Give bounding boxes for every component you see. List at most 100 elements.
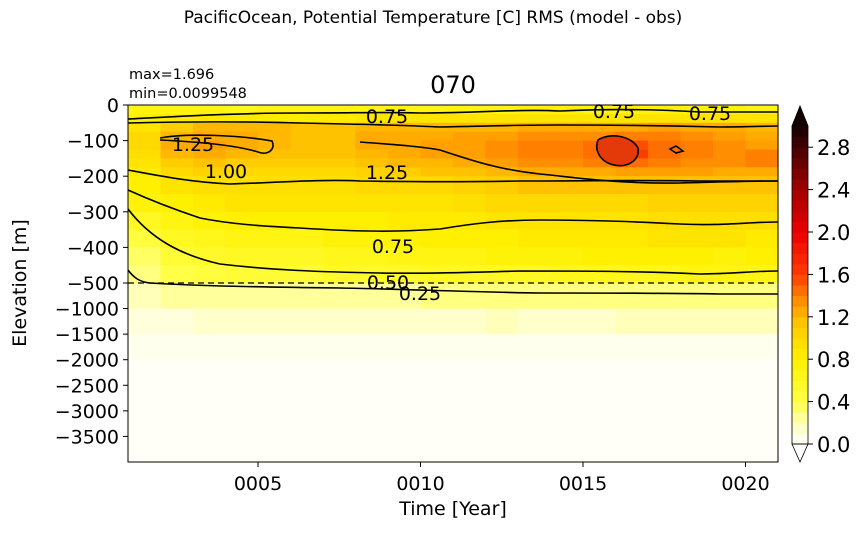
heatmap-cell (225, 359, 259, 463)
heatmap-cell (258, 158, 292, 168)
heatmap-cell (680, 247, 714, 266)
heatmap-cell (550, 334, 584, 361)
heatmap-cell (128, 158, 162, 168)
heatmap-cell (128, 283, 162, 310)
heatmap-cell (388, 149, 422, 159)
heatmap-cell (648, 359, 682, 463)
colorbar-segment (792, 242, 808, 254)
heatmap-cell (680, 140, 714, 151)
heatmap-cell (583, 131, 617, 142)
heatmap-cell (550, 122, 584, 133)
heatmap-cell (420, 359, 454, 463)
colorbar-segment (792, 232, 808, 244)
heatmap-cell (193, 149, 227, 159)
heatmap-cell (485, 131, 519, 142)
colorbar-segment (792, 200, 808, 212)
heatmap-cell (583, 158, 617, 168)
heatmap-cell (518, 194, 552, 213)
y-tick-label: −100 (67, 131, 119, 153)
heatmap-cell (323, 113, 357, 124)
heatmap-cell (713, 105, 747, 115)
contour-line-0-75-mid (127, 189, 779, 232)
contour-line-0-75-top (127, 108, 778, 120)
heatmap-cell (225, 158, 259, 168)
heatmap-cell (680, 149, 714, 159)
heatmap-cell (355, 247, 389, 266)
heatmap-cell (258, 167, 292, 177)
heatmap-cell (453, 131, 487, 142)
colorbar-segment (792, 422, 808, 434)
heatmap-cell (550, 247, 584, 266)
colorbar-segment (792, 391, 808, 403)
heatmap-cell (355, 167, 389, 177)
heatmap-cell (745, 211, 779, 231)
contour-lines (127, 108, 779, 295)
heatmap-cell (648, 211, 682, 231)
heatmap-cell (648, 247, 682, 266)
colorbar-segment (792, 168, 808, 180)
heatmap-cell (225, 140, 259, 151)
colorbar-tick-label: 2.4 (817, 179, 850, 203)
x-axis: 0005 0010 0015 0020 (234, 462, 770, 495)
heatmap-cell (355, 229, 389, 248)
heatmap-cell (518, 167, 552, 177)
heatmap-cell (550, 265, 584, 284)
heatmap-cell (615, 211, 649, 231)
heatmap-cell (745, 113, 779, 124)
heatmap-cell (420, 131, 454, 142)
heatmap-cell (550, 167, 584, 177)
heatmap-cell (745, 140, 779, 151)
heatmap-cell (193, 334, 227, 361)
heatmap-cell (193, 247, 227, 266)
contour-label: 1.25 (172, 134, 214, 156)
heatmap-cell (550, 158, 584, 168)
heatmap-cell (323, 229, 357, 248)
heatmap-cell (323, 359, 357, 463)
figure-title: PacificOcean, Potential Temperature [C] … (183, 8, 683, 28)
heatmap-cell (258, 229, 292, 248)
heatmap-cell (388, 158, 422, 168)
heatmap-cell (680, 113, 714, 124)
heatmap-cell (420, 211, 454, 231)
heatmap-cell (388, 194, 422, 213)
heatmap-cell (453, 194, 487, 213)
heatmap-cell (193, 308, 227, 335)
heatmap-cell (453, 158, 487, 168)
heatmap-cell (485, 229, 519, 248)
heatmap-cell (323, 265, 357, 284)
heatmap-cell (290, 247, 324, 266)
heatmap-cell (258, 334, 292, 361)
colorbar-segment (792, 316, 808, 328)
heatmap-cell (160, 334, 194, 361)
colorbar-segment (792, 348, 808, 360)
heatmap-cell (518, 265, 552, 284)
heatmap-cell (355, 334, 389, 361)
heatmap-cell (258, 359, 292, 463)
heatmap-cell (355, 308, 389, 335)
colorbar-segment (792, 274, 808, 286)
heatmap-cell (615, 176, 649, 195)
y-tick-label: −1500 (55, 324, 119, 346)
heatmap-cell (648, 122, 682, 133)
heatmap-cell (583, 167, 617, 177)
heatmap-cell (745, 359, 779, 463)
heatmap-cell (355, 131, 389, 142)
heatmap-cell (388, 122, 422, 133)
y-tick-label: −3000 (55, 401, 119, 423)
heatmap-cell (550, 176, 584, 195)
heatmap-cell (453, 176, 487, 195)
heatmap-cell (225, 211, 259, 231)
heatmap-cell (258, 247, 292, 266)
heatmap-cell (713, 359, 747, 463)
heatmap-cell (745, 167, 779, 177)
heatmap-cell (355, 149, 389, 159)
heatmap-cell (323, 122, 357, 133)
contour-line-1-50-small (668, 145, 685, 154)
min-stat: min=0.0099548 (129, 86, 247, 102)
heatmap-cell (485, 149, 519, 159)
colorbar-extend-min (791, 443, 809, 463)
heatmap-cell (193, 359, 227, 463)
heatmap-cell (485, 334, 519, 361)
heatmap-cell (388, 283, 422, 310)
heatmap-cell (323, 131, 357, 142)
